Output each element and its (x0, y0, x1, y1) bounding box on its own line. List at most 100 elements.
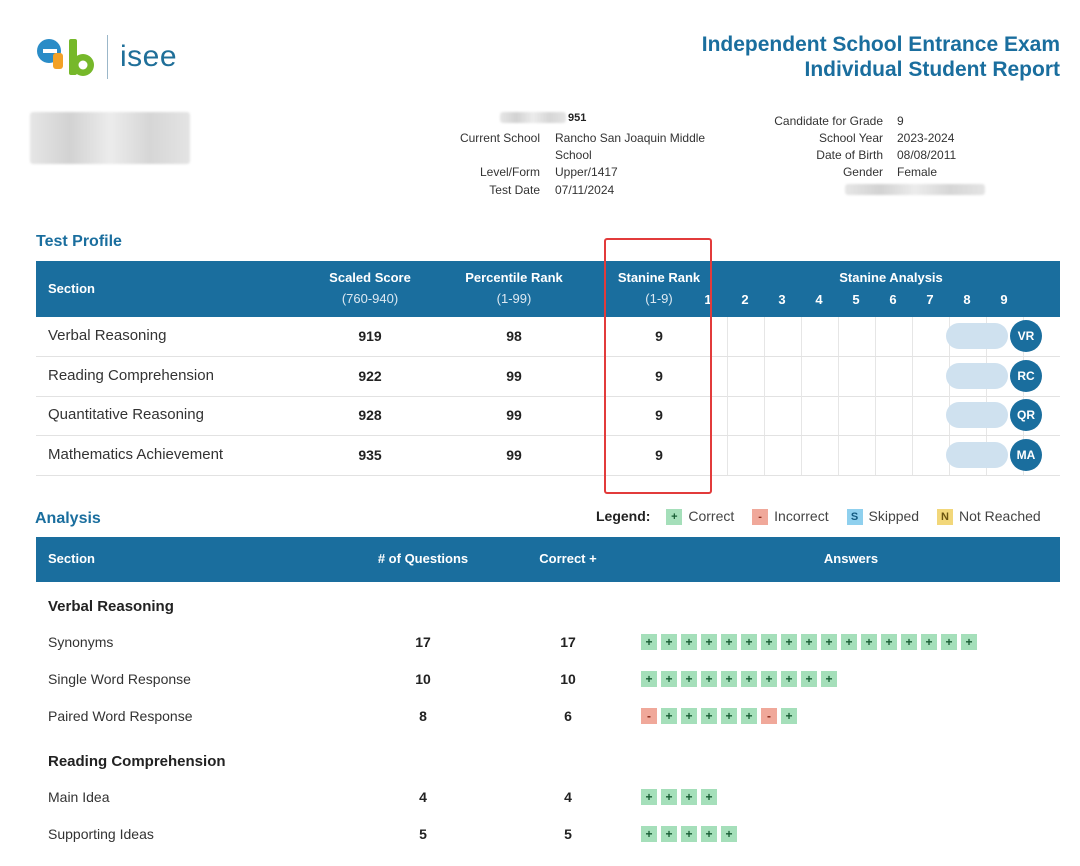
legend-incorrect-label: Incorrect (774, 508, 829, 524)
answer-correct: + (661, 671, 677, 687)
test-date-value: 07/11/2024 (555, 183, 615, 197)
answer-correct: + (741, 708, 757, 724)
stanine-grid-cell (764, 396, 765, 435)
stanine-grid-cell (875, 317, 876, 356)
scaled-score: 935 (358, 446, 382, 463)
answer-correct: + (721, 826, 737, 842)
answer-correct: + (661, 708, 677, 724)
test-profile-heading: Test Profile (36, 233, 122, 250)
gender-value: Female (897, 165, 938, 179)
school-year-value: 2023-2024 (897, 131, 955, 145)
stanine-grid-cell (912, 356, 913, 396)
answer-correct: + (661, 789, 677, 805)
legend-not-reached-label: Not Reached (958, 508, 1041, 524)
question-count: 10 (415, 671, 431, 687)
stanine-rank: 9 (655, 328, 663, 344)
student-id-fragment: 951 (568, 112, 587, 124)
percentile-rank: 99 (506, 407, 522, 423)
school-year-label: School Year (818, 131, 883, 145)
level-form-label: Level/Form (479, 165, 540, 179)
answer-correct: + (721, 671, 737, 687)
percentile-rank: 99 (506, 446, 522, 463)
answer-correct: + (701, 789, 717, 805)
stanine-rank: 9 (655, 367, 663, 384)
answer-correct: + (821, 671, 837, 687)
profile-row (36, 317, 1060, 357)
analysis-heading: Analysis (35, 510, 101, 527)
report-title-line1: Independent School Entrance Exam (701, 33, 1060, 56)
answer-correct: + (741, 671, 757, 687)
answer-incorrect: - (641, 708, 657, 724)
student-name-redacted (30, 112, 190, 164)
report-title-line2: Individual Student Report (804, 58, 1061, 81)
stanine-grid-cell (801, 356, 802, 396)
section-name: Quantitative Reasoning (48, 406, 204, 423)
col-scaled-score: Scaled Score (329, 270, 411, 285)
col-percentile-range: (1-99) (496, 291, 532, 306)
legend-skipped-icon: S (846, 509, 863, 526)
correct-count: 4 (564, 789, 572, 805)
section-name: Verbal Reasoning (48, 327, 167, 344)
answer-strip: + + + + (641, 789, 717, 805)
answer-correct: + (641, 671, 657, 687)
answer-correct: + (681, 671, 697, 687)
stanine-badge: QR (1010, 399, 1042, 431)
analysis-col-section: Section (48, 551, 95, 566)
col-stanine-rank: Stanine Rank (617, 270, 701, 285)
legend-correct-icon: + (666, 509, 683, 526)
grade-label: Candidate for Grade (774, 114, 883, 128)
analysis-col-questions: # of Questions (377, 551, 469, 566)
analysis-row-name: Single Word Response (48, 671, 191, 687)
stanine-col-1: 1 (704, 292, 712, 307)
stanine-grid-cell (838, 435, 839, 475)
analysis-group-title: Verbal Reasoning (48, 598, 174, 615)
stanine-band (946, 323, 1008, 349)
profile-row (36, 357, 1060, 397)
answer-strip: - + + + + + - + (641, 708, 797, 724)
analysis-row-name: Supporting Ideas (48, 826, 154, 842)
stanine-grid-cell (912, 435, 913, 475)
stanine-grid-cell (912, 317, 913, 356)
answer-correct: + (721, 708, 737, 724)
answer-correct: + (861, 634, 877, 650)
answer-correct: + (721, 634, 737, 650)
stanine-grid-cell (838, 317, 839, 356)
answer-correct: + (881, 634, 897, 650)
answer-correct: + (921, 634, 937, 650)
current-school-value-1: Rancho San Joaquin Middle (555, 131, 706, 145)
stanine-grid-cell (801, 317, 802, 356)
stanine-grid-cell (838, 396, 839, 435)
stanine-rank: 9 (655, 407, 663, 423)
answer-correct: + (641, 789, 657, 805)
scaled-score: 922 (358, 367, 382, 384)
stanine-band (946, 402, 1008, 428)
stanine-grid-cell (801, 435, 802, 475)
answer-correct: + (701, 826, 717, 842)
legend-skipped-label: Skipped (868, 508, 920, 524)
answer-correct: + (901, 634, 917, 650)
stanine-grid-cell (727, 435, 728, 475)
answer-correct: + (641, 826, 657, 842)
stanine-grid-cell (838, 356, 839, 396)
profile-row (36, 436, 1060, 476)
answer-correct: + (661, 634, 677, 650)
col-section: Section (48, 281, 95, 296)
scaled-score: 919 (358, 328, 382, 344)
analysis-col-answers: Answers (823, 551, 879, 566)
stanine-band (946, 441, 1008, 468)
answer-incorrect: - (761, 708, 777, 724)
question-count: 17 (415, 634, 431, 650)
answer-correct: + (801, 671, 817, 687)
stanine-grid-cell (875, 356, 876, 396)
answer-correct: + (661, 826, 677, 842)
stanine-rank: 9 (655, 446, 663, 463)
answer-correct: + (781, 671, 797, 687)
current-school-label: Current School (459, 131, 540, 145)
stanine-col-6: 6 (889, 292, 897, 307)
stanine-badge: RC (1010, 359, 1042, 392)
correct-count: 5 (564, 826, 572, 842)
stanine-grid-cell (727, 396, 728, 435)
stanine-grid-cell (875, 396, 876, 435)
stanine-grid-cell (764, 317, 765, 356)
answer-correct: + (641, 634, 657, 650)
